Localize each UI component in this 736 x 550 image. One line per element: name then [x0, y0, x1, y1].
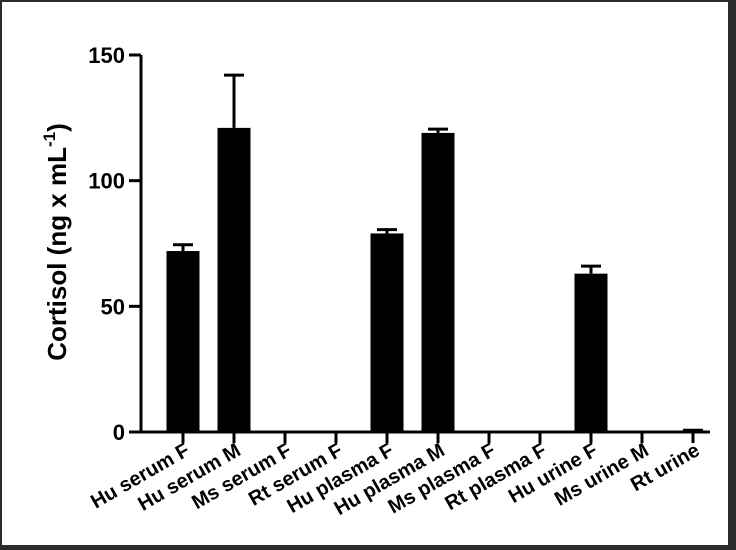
bar [574, 273, 608, 432]
error-bar [173, 243, 193, 252]
bar [166, 251, 200, 432]
bar [421, 132, 455, 432]
chart-frame: Cortisol (ng x mL-1) 0 50 100 150 Hu serum … [2, 2, 728, 545]
error-bar [224, 73, 244, 128]
y-tick-label: 150 [88, 43, 125, 68]
y-axis-title: Cortisol (ng x mL-1) [40, 123, 72, 361]
y-axis-title-text: Cortisol (ng x mL [42, 147, 72, 361]
y-tick-label: 0 [113, 420, 125, 445]
error-bar [428, 127, 448, 133]
error-bar [581, 264, 601, 274]
x-labels-layer: Hu serum FHu serum MMs serum FRt serum F… [87, 439, 703, 520]
bar-chart: Cortisol (ng x mL-1) 0 50 100 150 Hu serum … [40, 43, 710, 520]
y-tick-label: 100 [88, 169, 125, 194]
bar [217, 127, 251, 433]
axes-layer [139, 55, 710, 443]
y-tick-label: 50 [101, 294, 125, 319]
y-axis-title-close: ) [42, 123, 72, 132]
bars-layer [166, 127, 710, 433]
y-axis-title-superscript: -1 [40, 132, 59, 147]
bar [370, 233, 404, 432]
y-ticks-layer: 0 50 100 150 [88, 43, 141, 445]
svg-text:Cortisol (ng x mL-1): Cortisol (ng x mL-1) [40, 123, 72, 361]
error-bars-layer [173, 73, 703, 432]
error-bar [377, 228, 397, 234]
